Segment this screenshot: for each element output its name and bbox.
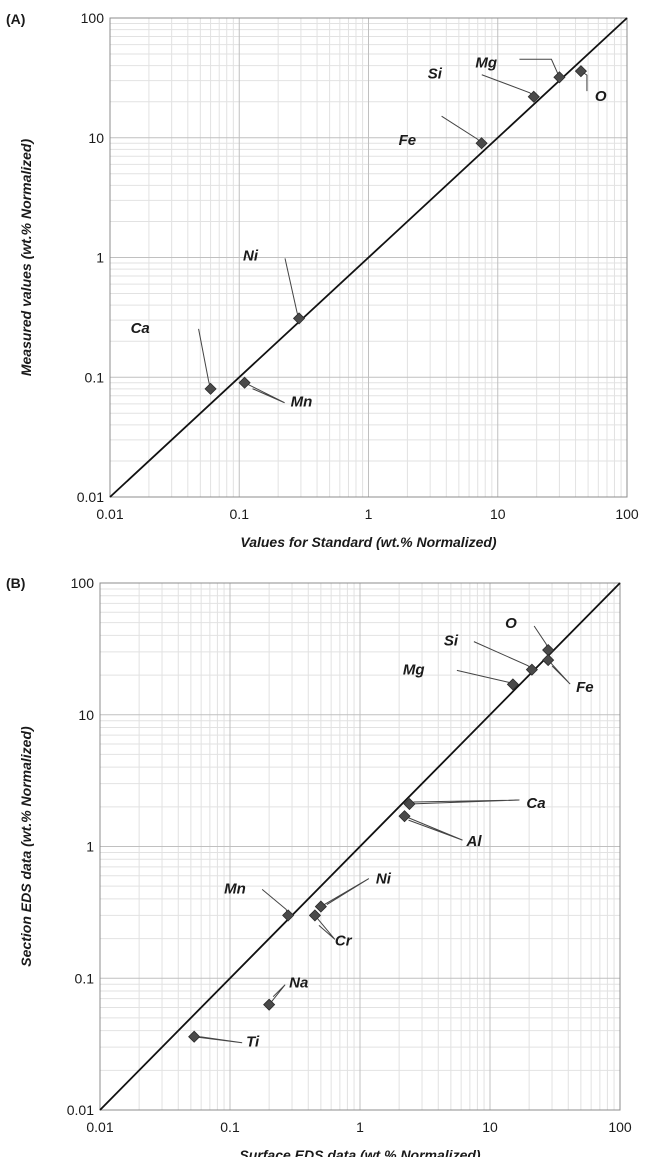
point-leader-line — [409, 799, 520, 805]
point-leader-line — [320, 878, 370, 908]
data-point-marker — [525, 663, 538, 676]
point-label: O — [595, 88, 607, 105]
y-tick-label: 10 — [88, 130, 104, 146]
point-leader-line — [244, 382, 285, 404]
data-point-marker — [527, 90, 540, 103]
point-label: Mn — [291, 394, 313, 411]
y-tick-label: 0.1 — [85, 369, 105, 385]
x-tick-label: 1 — [365, 506, 373, 522]
point-leader-line — [473, 641, 533, 670]
y-tick-label: 0.01 — [67, 1102, 94, 1118]
point-leader-line — [456, 669, 514, 685]
point-label: Al — [466, 833, 483, 850]
x-axis-title: Surface EDS data (wt.% Normalized) — [239, 1147, 481, 1157]
point-label: Cr — [335, 932, 353, 949]
point-label: Ca — [131, 320, 150, 337]
point-label: Si — [428, 66, 443, 83]
data-point-marker — [282, 909, 295, 922]
data-point-marker — [574, 65, 587, 78]
point-leader-line — [441, 115, 482, 144]
x-tick-label: 0.01 — [86, 1119, 113, 1135]
data-point-marker — [475, 137, 488, 150]
y-tick-label: 100 — [71, 575, 95, 591]
point-label: Fe — [399, 132, 417, 149]
data-point-marker — [308, 909, 321, 922]
point-label: Mg — [475, 54, 497, 71]
point-label: Ni — [243, 247, 259, 264]
point-label: Mg — [403, 661, 425, 678]
panel-label: (B) — [6, 575, 25, 591]
point-leader-line — [314, 915, 336, 940]
y-tick-label: 1 — [86, 839, 94, 855]
y-tick-label: 1 — [96, 250, 104, 266]
data-point-marker — [403, 797, 416, 811]
point-label: Fe — [576, 679, 594, 696]
x-tick-label: 0.1 — [230, 506, 250, 522]
point-label: Ca — [526, 795, 545, 812]
x-tick-label: 10 — [490, 506, 506, 522]
data-point-marker — [292, 312, 306, 325]
data-point-marker — [398, 810, 411, 823]
x-tick-label: 0.01 — [96, 506, 123, 522]
data-point-marker — [542, 654, 555, 667]
y-axis-title: Section EDS data (wt.% Normalized) — [18, 726, 34, 967]
x-axis-title: Values for Standard (wt.% Normalized) — [240, 534, 497, 550]
y-tick-label: 0.01 — [77, 489, 104, 505]
point-leader-line — [519, 58, 560, 78]
data-point-marker — [204, 382, 217, 395]
data-point-marker — [314, 900, 327, 913]
point-leader-line — [194, 1036, 243, 1044]
x-tick-label: 1 — [356, 1119, 364, 1135]
panel-b: 0.01 0.1 1 10 100 0.01 0.1 1 10 100 Surface EDS da… — [6, 575, 632, 1157]
point-label: Ni — [376, 871, 392, 888]
point-label: Na — [289, 975, 308, 992]
point-leader-line — [404, 815, 463, 841]
data-point-marker — [238, 376, 251, 389]
x-tick-label: 0.1 — [220, 1119, 240, 1135]
x-tick-label: 10 — [482, 1119, 498, 1135]
point-label: Si — [444, 633, 459, 650]
y-tick-label: 10 — [78, 707, 94, 723]
point-leader-line — [261, 889, 289, 916]
data-point-marker — [553, 71, 566, 84]
y-tick-label: 100 — [81, 10, 105, 26]
point-leader-line — [547, 659, 571, 685]
point-label: Ti — [246, 1034, 260, 1051]
reference-line — [109, 17, 628, 498]
point-label: Mn — [224, 880, 246, 897]
plot-frame — [99, 582, 621, 1111]
point-label: O — [505, 615, 517, 632]
data-point-marker — [506, 678, 519, 691]
x-tick-label: 100 — [615, 506, 639, 522]
y-tick-label: 0.1 — [75, 970, 95, 986]
x-tick-label: 100 — [608, 1119, 632, 1135]
point-leader-line — [284, 258, 300, 319]
y-axis-title: Measured values (wt.% Normalized) — [18, 139, 34, 377]
point-leader-line — [481, 74, 535, 98]
panel-label: (A) — [6, 11, 25, 27]
data-point-marker — [263, 998, 276, 1011]
data-point-marker — [188, 1030, 201, 1043]
point-leader-line — [268, 984, 286, 1006]
plot-frame — [109, 17, 628, 498]
panel-a: 0.01 0.1 1 10 100 0.01 0.1 1 10 100 Values for Sta… — [6, 10, 639, 550]
